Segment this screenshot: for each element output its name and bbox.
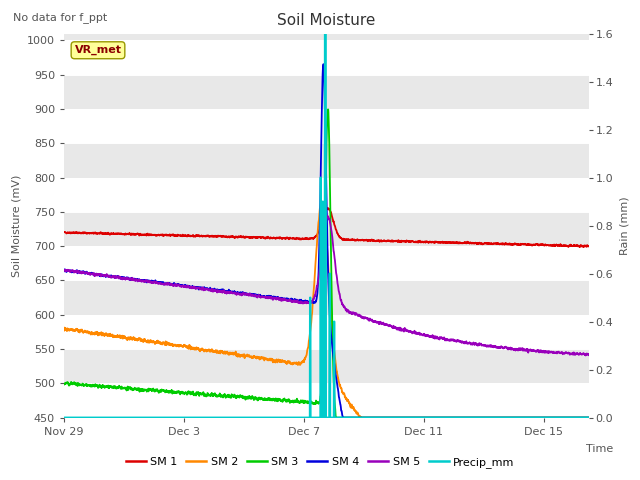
Bar (64, 349, 589, 384)
Bar (64, 280, 589, 315)
Bar (64, 178, 589, 212)
Text: No data for f_ppt: No data for f_ppt (13, 12, 107, 23)
X-axis label: Time: Time (586, 444, 613, 455)
Y-axis label: Soil Moisture (mV): Soil Moisture (mV) (12, 174, 21, 277)
Legend: SM 1, SM 2, SM 3, SM 4, SM 5, Precip_mm: SM 1, SM 2, SM 3, SM 4, SM 5, Precip_mm (121, 452, 519, 472)
Bar (64, 315, 589, 349)
Bar (64, 40, 589, 75)
Y-axis label: Rain (mm): Rain (mm) (619, 196, 629, 255)
Bar (64, 246, 589, 280)
Bar (64, 109, 589, 144)
Bar (64, 144, 589, 178)
Title: Soil Moisture: Soil Moisture (277, 13, 376, 28)
Bar (64, 384, 589, 418)
Bar (64, 212, 589, 246)
Bar (64, 75, 589, 109)
Text: VR_met: VR_met (74, 45, 122, 55)
